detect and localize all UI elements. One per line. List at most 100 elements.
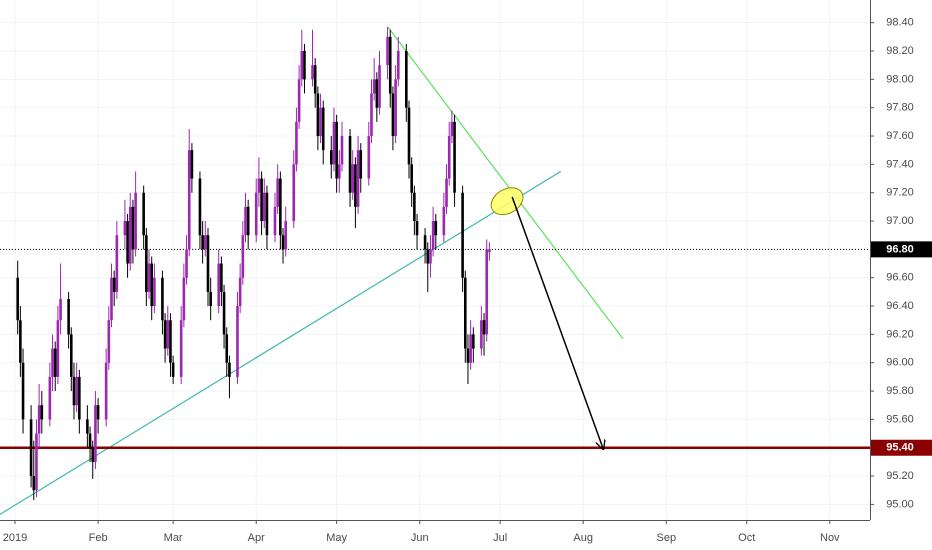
candle-body [88,433,92,448]
x-tick-label: Oct [738,532,755,544]
candle-body [91,447,95,462]
candle-body [206,235,210,292]
candle-body [297,79,301,122]
candle-body [348,136,352,193]
candle-body [75,376,78,406]
candle-body [332,121,336,165]
y-tick-label: 95.80 [886,385,914,397]
candle-body [386,36,389,66]
y-tick-label: 98.00 [886,73,914,85]
candle-body [19,320,22,363]
candle-body [281,235,285,250]
y-tick-label: 97.40 [886,158,914,170]
candle-body [179,320,183,377]
x-tick-label: Sep [657,532,677,544]
candle-body [37,405,41,434]
y-tick-label: 96.00 [886,357,914,369]
candle-body [246,206,250,236]
candle-body [16,277,19,321]
candle-body [35,433,38,491]
candle-body [217,263,221,307]
y-tick-label: 97.60 [886,130,914,142]
y-tick-label: 97.20 [886,187,914,199]
candle-body [279,178,282,236]
candle-body [391,93,395,137]
candle-body [59,298,62,321]
candle-body [94,405,97,462]
y-tick-label: 98.20 [886,45,914,57]
trendline [387,26,624,339]
candle-body [257,178,261,193]
candle-body [378,65,381,108]
candle-body [147,263,151,292]
candle-body [284,221,288,250]
candle-body [198,178,202,236]
candle-body [244,206,247,236]
candle-body [153,277,156,307]
candle-body [472,334,475,349]
candle-body [466,348,470,363]
candle-body [434,221,438,236]
candle-body [426,249,430,264]
candle-body [145,235,148,292]
candle-body [166,320,170,349]
candle-body [321,107,325,151]
candle-body [161,277,164,321]
candle-body [32,476,36,491]
price-label: 95.40 [886,442,914,454]
y-tick-label: 98.40 [886,17,914,29]
candle-body [238,277,242,307]
candle-body [394,79,397,137]
candle-body [429,249,432,264]
candle-body [126,221,129,264]
x-tick-label: May [326,532,347,544]
y-tick-label: 96.40 [886,300,914,312]
candle-body [329,150,333,165]
candle-body [51,348,54,377]
candle-body [450,121,454,137]
candle-body [185,249,188,278]
x-axis-area [0,520,932,550]
candle-body [410,164,413,193]
candle-body [388,36,392,94]
x-tick-label: 2019 [3,532,27,544]
y-tick-label: 96.20 [886,328,914,340]
x-tick-label: Aug [573,532,593,544]
candle-body [128,206,132,264]
arrow [511,196,603,449]
x-tick-label: Feb [89,532,108,544]
candle-body [96,405,100,420]
candle-body [123,221,127,236]
candle-body [40,405,44,420]
candle-body [311,65,314,80]
candle-body [485,249,489,335]
candle-body [134,192,137,250]
candle-body [375,79,379,108]
x-tick-label: Jun [411,532,429,544]
candle-body [104,362,108,420]
candle-body [303,51,306,80]
candle-body [463,277,467,349]
candle-body [276,178,279,207]
candle-body [110,277,113,321]
candle-body [482,320,486,335]
candle-body [316,93,320,137]
candle-body [356,150,360,207]
candle-body [262,192,266,222]
candle-body [359,150,363,179]
candle-body [254,192,258,236]
candle-body [209,291,212,307]
candle-body [260,178,263,222]
candle-body [396,51,400,80]
candle-body [469,334,472,363]
candle-body [461,192,464,278]
candle-body [372,79,376,94]
candle-body [228,362,231,377]
x-tick-label: Mar [164,532,183,544]
candle-body [190,150,194,179]
candle-body [163,320,167,349]
candle-body [442,206,446,236]
y-tick-label: 95.20 [886,470,914,482]
highlight-ellipse [490,187,524,216]
